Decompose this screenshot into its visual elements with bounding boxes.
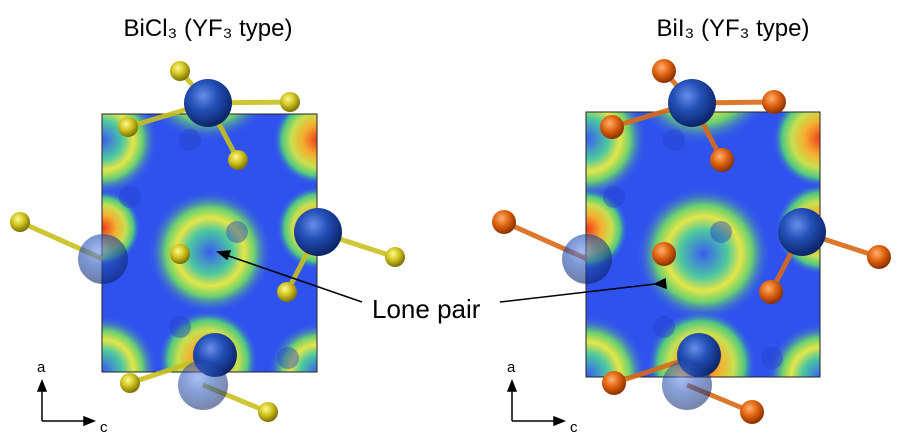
ligand-atom — [492, 210, 516, 234]
ligand-atom — [740, 400, 764, 424]
ligand-atom — [258, 402, 278, 422]
ligand-atom — [710, 148, 734, 172]
ligand-atom — [652, 59, 676, 83]
ligand-atom — [867, 245, 891, 269]
bi-atom — [78, 234, 128, 284]
ligand-atom — [600, 115, 624, 139]
ligand-atom — [118, 117, 138, 137]
axis-arrows — [38, 381, 564, 425]
bi-atom — [184, 79, 232, 127]
elf-blob — [148, 190, 272, 314]
bi-atom — [294, 208, 342, 256]
ligand-atom — [280, 92, 300, 112]
structures — [10, 0, 891, 435]
panel-title: BiI₃ (YF₃ type) — [657, 15, 810, 42]
faint-atom — [663, 129, 685, 151]
ligand-atom — [385, 247, 405, 267]
ligand-atom — [762, 90, 786, 114]
faint-atom — [119, 186, 141, 208]
panel-title: BiCl₃ (YF₃ type) — [124, 15, 293, 42]
axis-label: a — [507, 359, 516, 376]
faint-atom — [226, 221, 248, 243]
ligand-atom — [277, 282, 297, 302]
elf-blob — [527, 79, 647, 199]
ligand-atom — [652, 242, 676, 266]
faint-atom — [761, 347, 783, 369]
ligand-atom — [170, 61, 190, 81]
faint-atom — [277, 347, 299, 369]
elf-blob — [48, 85, 158, 195]
axis-label: c — [570, 419, 578, 436]
faint-atom — [179, 129, 201, 151]
bi-atom — [662, 360, 712, 410]
ligand-atom — [228, 150, 248, 170]
ligand-atom — [10, 212, 30, 232]
axis-label: a — [37, 359, 46, 376]
faint-atom — [169, 316, 191, 338]
ligand-atom — [170, 244, 190, 264]
elf-blob — [527, 315, 647, 435]
bi-atom — [668, 79, 716, 127]
ligand-atom — [120, 373, 140, 393]
ligand-atom — [602, 371, 626, 395]
bi-atom — [778, 208, 826, 256]
ligand-atom — [759, 280, 783, 304]
faint-atom — [603, 186, 625, 208]
faint-atom — [710, 221, 732, 243]
figure: BiCl₃ (YF₃ type) BiI₃ (YF₃ type) Lone pa… — [0, 0, 909, 439]
bi-atom — [562, 234, 612, 284]
elf-blob — [772, 90, 870, 188]
annotation: Lone pair — [372, 294, 481, 324]
faint-atom — [653, 316, 675, 338]
axis-label: c — [100, 419, 108, 436]
bi-atom — [178, 360, 228, 410]
elf-blob — [48, 315, 158, 425]
